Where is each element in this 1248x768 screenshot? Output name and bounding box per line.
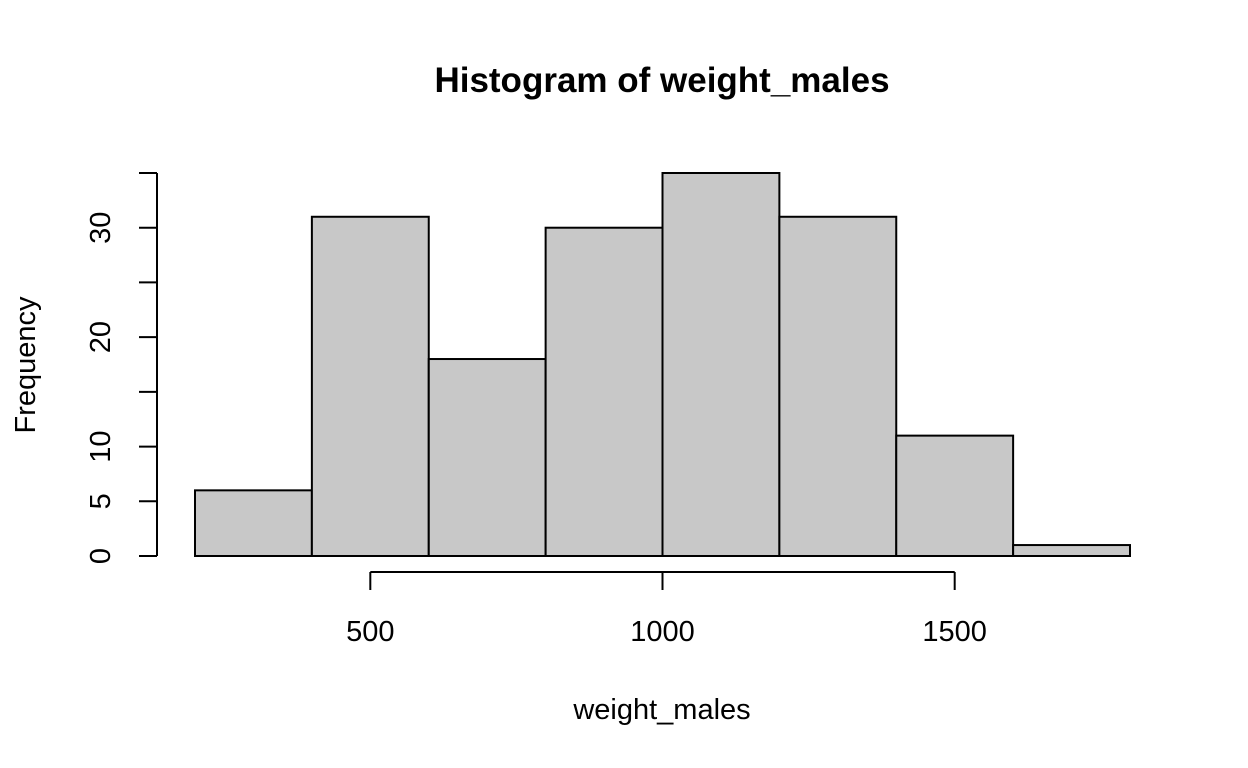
bars-group: [194, 172, 1131, 558]
x-tick-label: 1000: [630, 616, 695, 648]
y-axis-label: Frequency: [10, 296, 42, 434]
histogram-bar-4: [661, 172, 781, 557]
y-tick-label: 5: [85, 493, 117, 509]
x-axis: 500 1000 1500: [346, 571, 987, 648]
histogram-bar-7: [1012, 544, 1131, 557]
histogram-bar-0: [194, 489, 313, 558]
y-tick-label: 10: [85, 430, 117, 462]
y-tick-label: 30: [85, 212, 117, 244]
histogram-bar-3: [544, 226, 664, 557]
histogram-bar-1: [310, 215, 430, 557]
histogram-bar-6: [895, 434, 1015, 557]
histogram-bar-5: [778, 215, 898, 557]
y-tick-label: 0: [85, 548, 117, 564]
chart-title: Histogram of weight_males: [434, 61, 889, 100]
y-axis: 0 5 10 20 30: [85, 172, 158, 564]
x-tick-label: 1500: [922, 616, 987, 648]
x-axis-label: weight_males: [572, 694, 750, 726]
histogram-bar-2: [427, 358, 547, 557]
x-tick-label: 500: [346, 616, 394, 648]
y-tick-label: 20: [85, 321, 117, 353]
